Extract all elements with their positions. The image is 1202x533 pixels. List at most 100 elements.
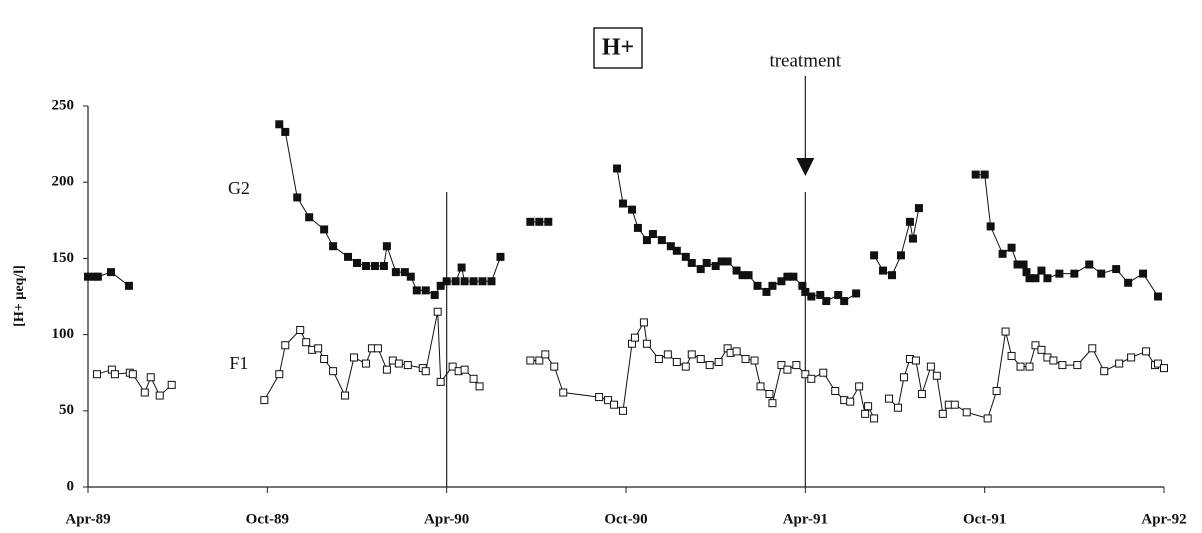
- data-point: [1097, 269, 1106, 278]
- data-point: [370, 262, 379, 271]
- data-point: [896, 251, 905, 260]
- data-point: [1115, 359, 1124, 368]
- data-point: [648, 230, 657, 239]
- data-point: [595, 393, 604, 402]
- x-tick-label: Apr-90: [424, 511, 469, 527]
- data-point: [604, 396, 613, 405]
- data-point: [544, 217, 553, 226]
- data-point: [167, 380, 176, 389]
- data-point: [436, 377, 445, 386]
- data-point: [627, 205, 636, 214]
- data-point: [1001, 327, 1010, 336]
- data-point: [469, 374, 478, 383]
- data-point: [768, 399, 777, 408]
- data-point: [1025, 362, 1034, 371]
- data-point: [687, 350, 696, 359]
- data-point: [711, 262, 720, 271]
- data-point: [1058, 361, 1067, 370]
- series-label: F1: [229, 353, 248, 373]
- data-point: [1088, 344, 1097, 353]
- data-point: [630, 333, 639, 342]
- data-point: [430, 290, 439, 299]
- data-point: [911, 356, 920, 365]
- x-tick-label: Apr-91: [783, 511, 828, 527]
- data-point: [293, 193, 302, 202]
- data-point: [155, 391, 164, 400]
- data-point: [687, 258, 696, 267]
- data-point: [950, 400, 959, 409]
- x-tick-label: Oct-90: [604, 511, 647, 527]
- data-point: [1154, 359, 1163, 368]
- data-point: [714, 358, 723, 367]
- data-point: [696, 265, 705, 274]
- x-tick-label: Oct-91: [963, 511, 1006, 527]
- data-point: [983, 414, 992, 423]
- x-tick-label: Apr-89: [65, 511, 110, 527]
- data-point: [1007, 243, 1016, 252]
- data-point: [84, 272, 92, 281]
- data-point: [840, 297, 849, 306]
- data-point: [341, 391, 350, 400]
- data-point: [526, 356, 535, 365]
- data-point: [93, 272, 102, 281]
- data-point: [478, 277, 487, 286]
- data-point: [672, 246, 681, 255]
- data-point: [329, 242, 338, 251]
- data-point: [1037, 266, 1046, 275]
- data-point: [382, 365, 391, 374]
- data-point: [938, 409, 947, 418]
- data-point: [448, 362, 457, 371]
- data-point: [460, 365, 469, 374]
- data-point: [559, 388, 568, 397]
- data-point: [822, 297, 831, 306]
- data-point: [140, 388, 149, 397]
- data-point: [893, 403, 902, 412]
- data-point: [344, 252, 353, 261]
- data-point: [146, 373, 155, 382]
- data-point: [124, 281, 133, 290]
- data-point: [855, 382, 864, 391]
- data-point: [807, 374, 816, 383]
- chart-title: H+: [602, 35, 634, 61]
- data-point: [353, 258, 361, 267]
- data-point: [1142, 347, 1151, 356]
- data-point: [305, 213, 314, 222]
- data-point: [1037, 345, 1046, 354]
- data-point: [696, 354, 705, 363]
- data-point: [296, 326, 305, 335]
- data-point: [373, 344, 382, 353]
- data-point: [329, 367, 338, 376]
- data-point: [789, 272, 798, 281]
- data-point: [852, 289, 861, 298]
- y-tick-label: 0: [67, 478, 75, 494]
- data-point: [899, 373, 908, 382]
- data-point: [744, 271, 753, 280]
- data-point: [986, 222, 995, 231]
- data-point: [1070, 269, 1079, 278]
- data-point: [421, 286, 430, 295]
- data-point: [314, 344, 323, 353]
- data-point: [723, 257, 732, 266]
- data-point: [275, 370, 284, 379]
- y-axis-label: [H+ µeq/l]: [12, 265, 27, 327]
- data-point: [535, 217, 544, 226]
- data-point: [962, 408, 971, 417]
- data-point: [732, 266, 741, 275]
- data-point: [302, 338, 311, 347]
- data-point: [816, 290, 825, 299]
- data-point: [917, 390, 926, 399]
- data-point: [1016, 362, 1025, 371]
- data-point: [526, 217, 535, 226]
- data-point: [400, 268, 409, 277]
- x-tick-label: Oct-89: [246, 511, 289, 527]
- data-point: [487, 277, 496, 286]
- data-point: [762, 287, 771, 296]
- data-point: [361, 262, 370, 271]
- data-point: [433, 307, 442, 316]
- data-point: [819, 368, 828, 377]
- data-point: [765, 390, 774, 399]
- data-point: [1085, 260, 1094, 269]
- data-point: [864, 402, 873, 411]
- data-point: [831, 386, 840, 395]
